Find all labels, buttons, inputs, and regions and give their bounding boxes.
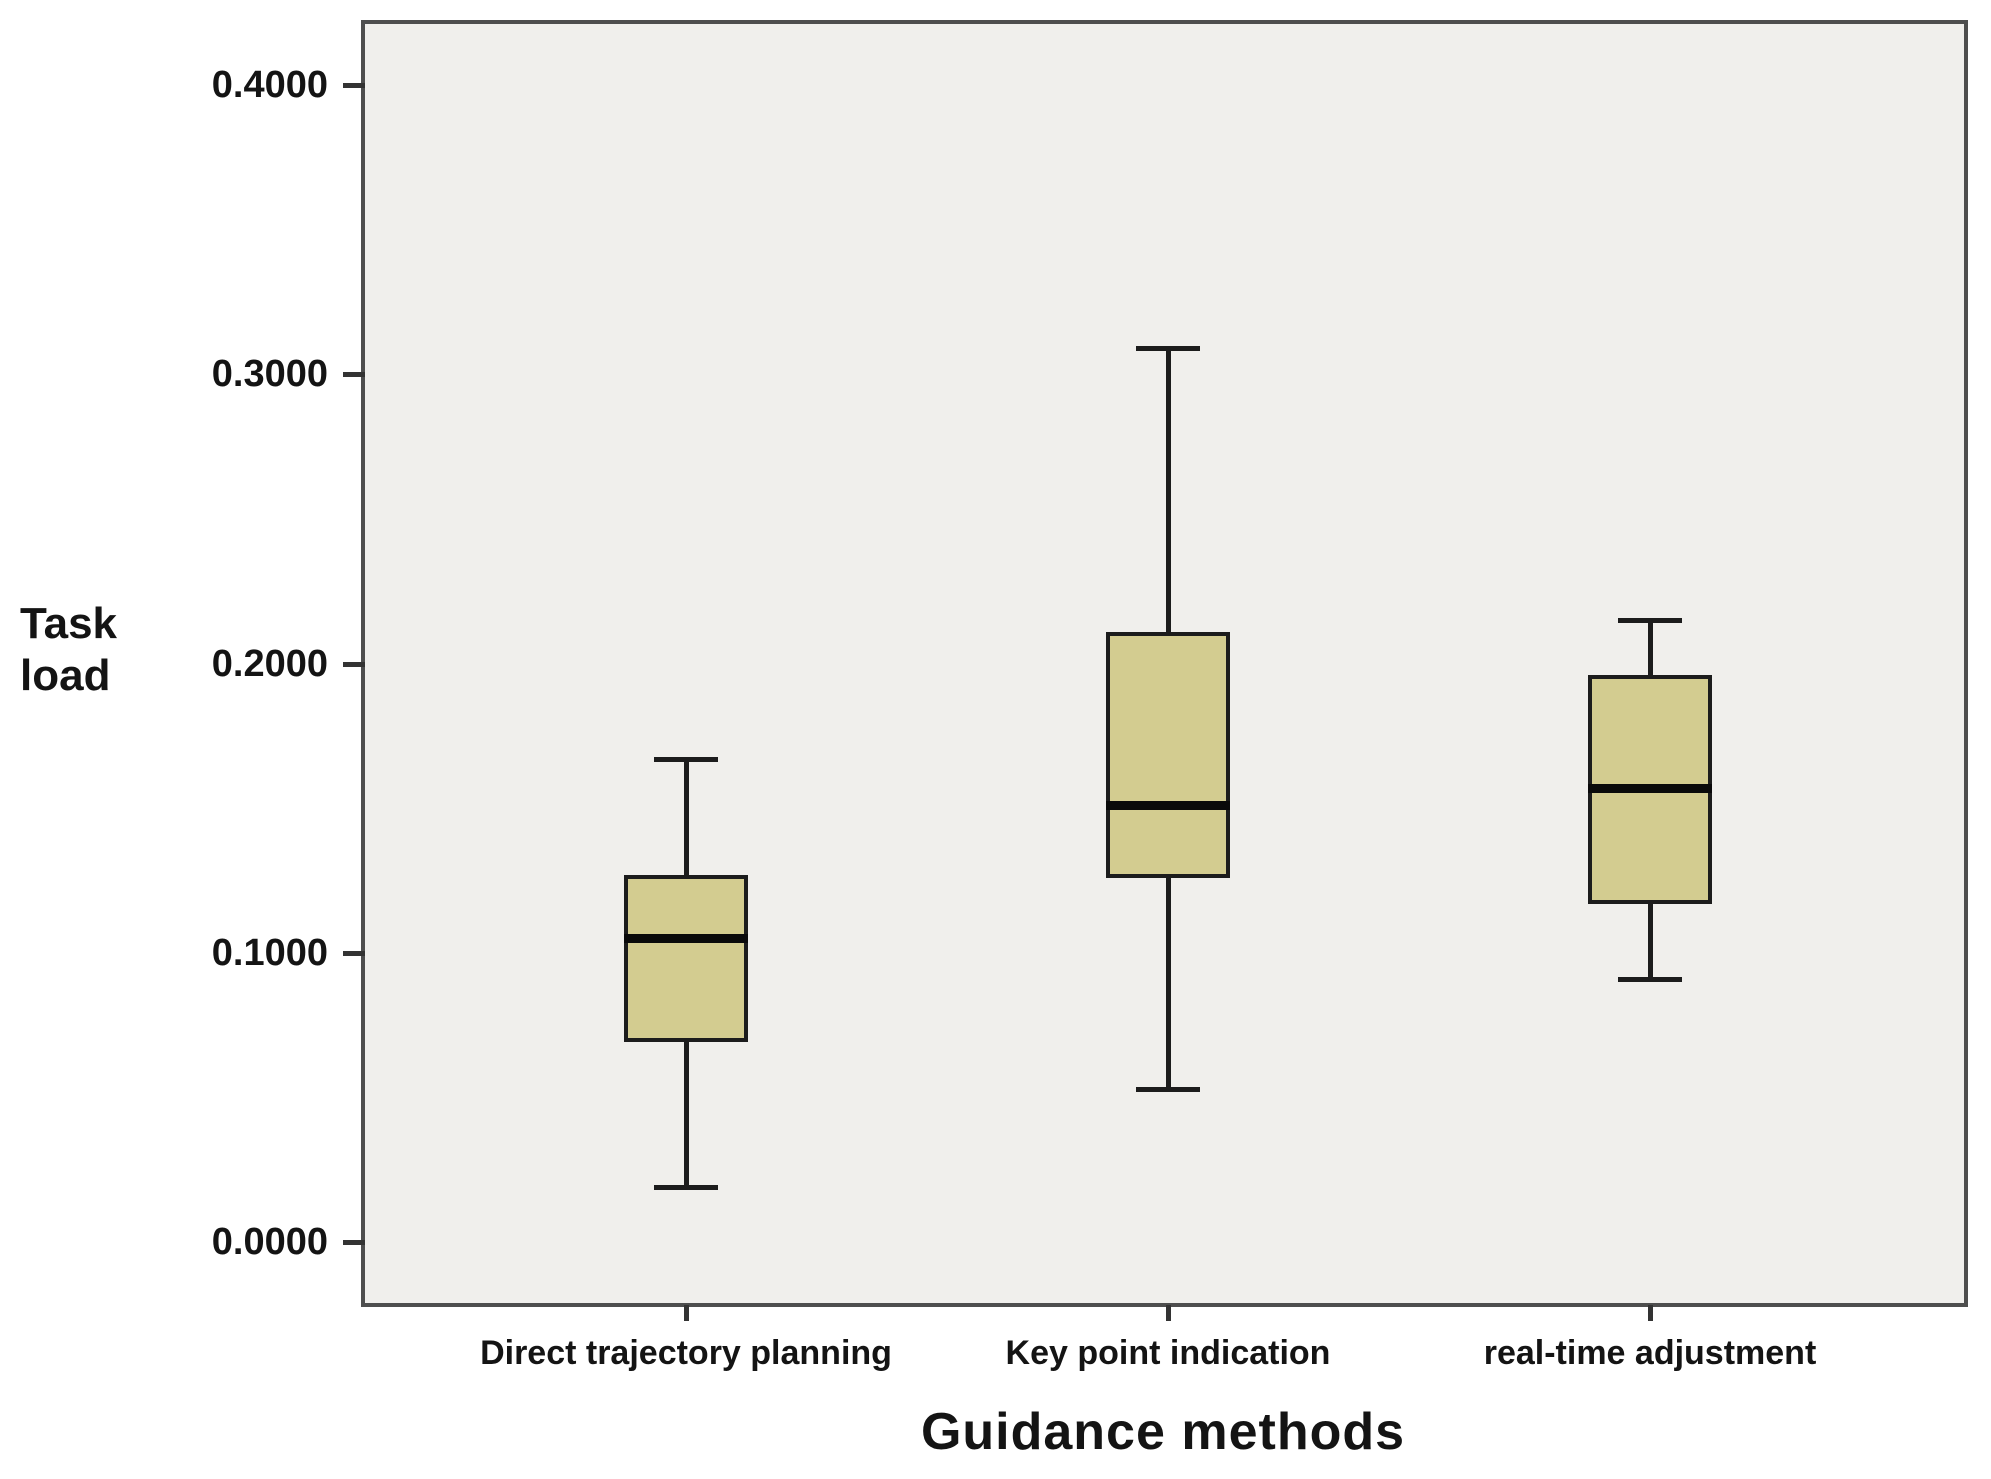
box-whisker-cap-bottom xyxy=(654,1185,718,1190)
y-axis-title-line-1: Task xyxy=(20,599,118,648)
box-whisker-cap-bottom xyxy=(1136,1087,1200,1092)
box-median-line xyxy=(624,934,748,943)
box-iqr xyxy=(624,875,748,1042)
box-whisker-cap-top xyxy=(1136,346,1200,351)
box-median-line xyxy=(1588,784,1712,793)
y-tick-label: 0.2000 xyxy=(211,643,328,685)
y-tick-label: 0.0000 xyxy=(211,1221,328,1263)
y-tick-mark xyxy=(343,372,365,377)
y-tick-label: 0.4000 xyxy=(211,64,328,106)
y-tick-mark xyxy=(343,662,365,667)
x-category-label: Direct trajectory planning xyxy=(480,1334,892,1372)
x-category-label: real-time adjustment xyxy=(1483,1334,1817,1372)
y-axis-title-line-2: load xyxy=(20,651,111,700)
y-axis-title: Task load xyxy=(20,598,117,702)
y-tick-mark xyxy=(343,951,365,956)
x-category-label: Key point indication xyxy=(1005,1334,1331,1372)
box-whisker-cap-top xyxy=(654,757,718,762)
box-whisker-cap-top xyxy=(1618,618,1682,623)
y-tick-mark xyxy=(343,1240,365,1245)
y-tick-mark xyxy=(343,83,365,88)
box-iqr xyxy=(1106,632,1230,878)
y-tick-label: 0.1000 xyxy=(211,932,328,974)
box-median-line xyxy=(1106,801,1230,810)
x-axis-title: Guidance methods xyxy=(920,1403,1406,1461)
x-tick-mark xyxy=(684,1305,689,1321)
x-tick-mark xyxy=(1166,1305,1171,1321)
x-tick-mark xyxy=(1648,1305,1653,1321)
y-tick-label: 0.3000 xyxy=(211,353,328,395)
box-whisker-cap-bottom xyxy=(1618,977,1682,982)
